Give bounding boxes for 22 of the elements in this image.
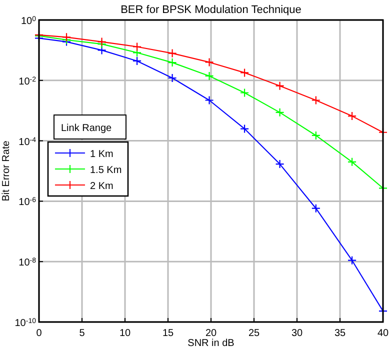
x-tick-label: 25 [248,328,260,339]
legend-title: Link Range [61,123,112,134]
y-tick-label: 10$^{0}$ [20,16,36,27]
y-tick-label: 10$^{-4}$ [18,136,36,148]
x-tick-label: 5 [79,328,86,339]
legend-label: 1.5 Km [90,165,122,176]
chart-title: BER for BPSK Modulation Technique [120,4,302,16]
x-tick-label: 15 [162,328,174,339]
x-tick-label: 35 [334,328,346,339]
x-tick-label: 10 [119,328,131,339]
y-tick-label: 10$^{-6}$ [18,196,36,208]
x-tick-label: 30 [291,328,303,339]
y-axis-title: Bit Error Rate [1,140,12,202]
x-tick-label: 0 [36,328,42,339]
legend-label: 2 Km [90,181,114,192]
legend-label: 1 Km [90,149,114,160]
y-tick-label: 10$^{-10}$ [14,318,36,329]
x-axis-title: SNR in dB [188,338,235,349]
x-tick-label: 40 [377,328,389,339]
y-tick-label: 10$^{-8}$ [18,257,36,269]
y-tick-label: 10$^{-2}$ [18,76,36,88]
x-tick-label: 20 [205,328,217,339]
